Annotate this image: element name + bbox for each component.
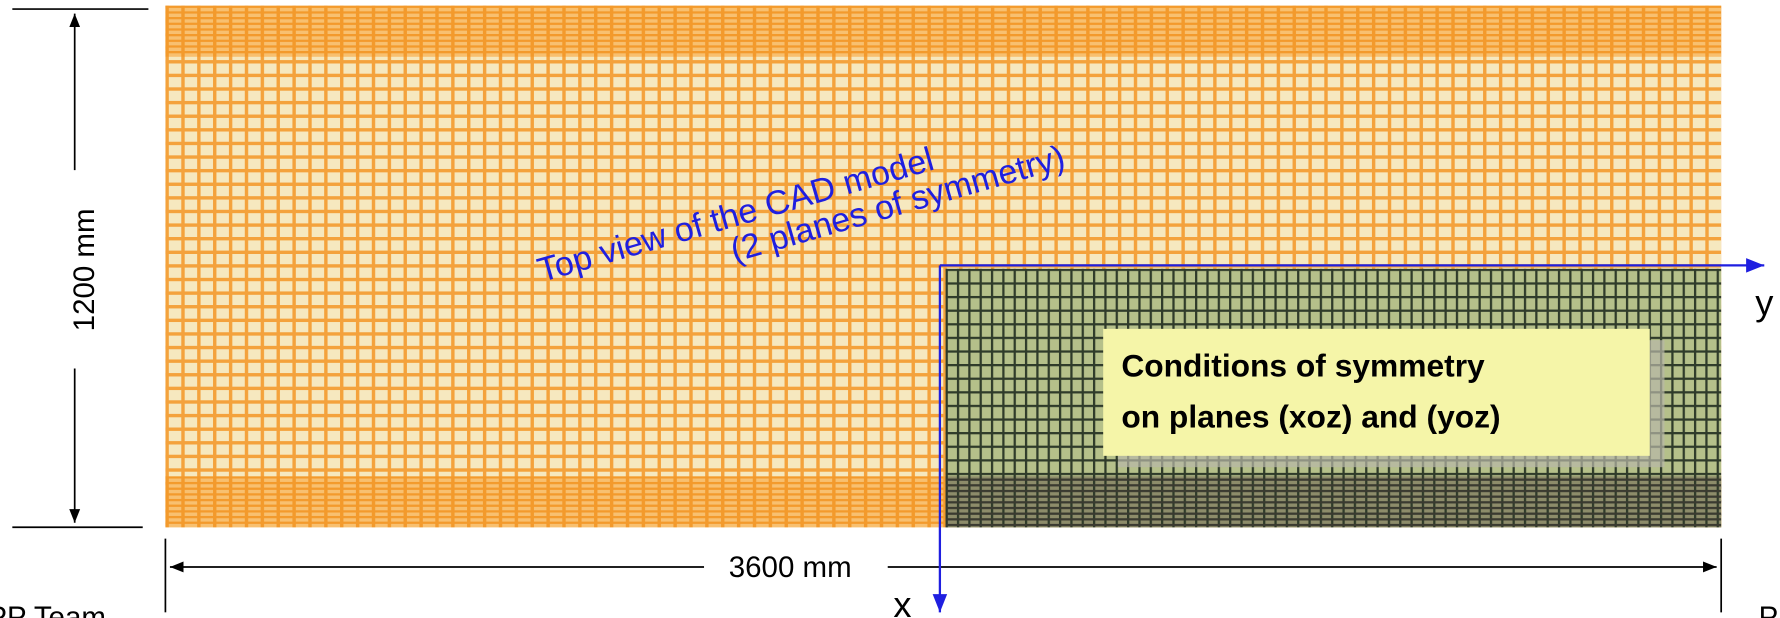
height-label: 1200 mm	[68, 208, 101, 331]
page: {"dimensions": {"height": "1200 mm", "wi…	[0, 0, 1780, 618]
footer-left: PP Team	[0, 601, 106, 618]
y-axis-label: y	[1755, 282, 1774, 323]
width-label: 3600 mm	[729, 551, 852, 584]
callout-line: Conditions of symmetry	[1121, 347, 1485, 383]
diagram: 1200 mm 3600 mm y x Top view of the CAD …	[0, 0, 1780, 618]
symmetry-quarter-dense	[946, 476, 1722, 527]
footer-right: P	[1759, 601, 1779, 618]
x-axis-label: x	[893, 584, 911, 618]
mesh-dense-top	[165, 6, 1721, 57]
callout-line: on planes (xoz) and (yoz)	[1121, 398, 1500, 434]
